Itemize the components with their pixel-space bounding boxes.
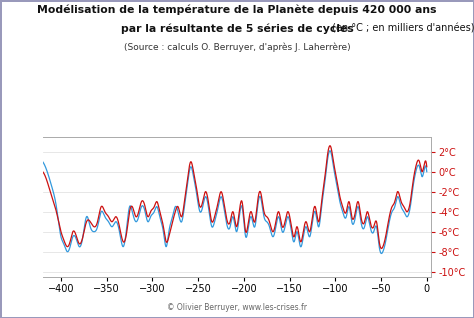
Text: Modélisation de la température de la Planète depuis 420 000 ans: Modélisation de la température de la Pla… [37, 5, 437, 15]
Text: (Source : calculs O. Berruyer, d'après J. Laherrère): (Source : calculs O. Berruyer, d'après J… [124, 43, 350, 52]
Text: © Olivier Berruyer, www.les-crises.fr: © Olivier Berruyer, www.les-crises.fr [167, 303, 307, 312]
Text: par la résultante de 5 séries de cycles: par la résultante de 5 séries de cycles [120, 24, 354, 34]
Text: (en °C ; en milliers d'années): (en °C ; en milliers d'années) [329, 24, 474, 34]
